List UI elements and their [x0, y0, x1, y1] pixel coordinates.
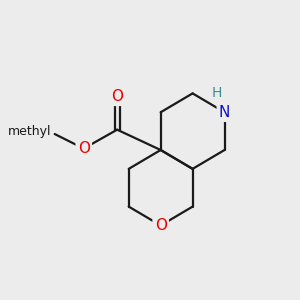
Text: O: O: [111, 89, 123, 104]
Text: O: O: [155, 218, 167, 233]
Text: O: O: [78, 141, 90, 156]
Text: H: H: [212, 86, 223, 100]
Text: N: N: [219, 105, 230, 120]
Text: methyl: methyl: [8, 125, 51, 138]
